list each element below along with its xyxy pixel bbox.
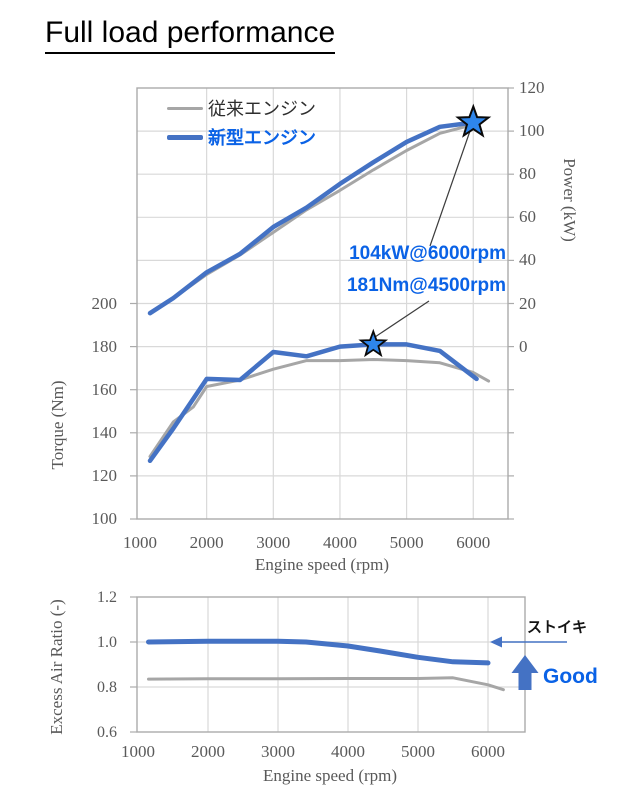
power-axis-title: Power (kW): [560, 158, 579, 242]
bottom-x-axis-title: Engine speed (rpm): [262, 766, 398, 785]
page-title: Full load performance: [45, 16, 336, 54]
legend-line-new-engine: [167, 134, 203, 140]
stoichiometric-label: ストイキ: [527, 619, 588, 636]
power-annotation: 104kW@6000rpm: [349, 243, 506, 264]
legend-item-old-engine: 従来エンジン: [167, 97, 316, 119]
good-label: Good: [543, 665, 598, 688]
torque-annotation: 181Nm@4500rpm: [346, 275, 506, 296]
legend-label-new-engine: 新型エンジン: [208, 128, 316, 148]
torque-axis-title: Torque (Nm): [48, 380, 67, 470]
excess-air-ratio-axis-title: Excess Air Ratio (-): [47, 599, 66, 735]
legend-label-old-engine: 従来エンジン: [208, 99, 316, 119]
top-x-axis-title: Engine speed (rpm): [254, 555, 390, 574]
legend-item-new-engine: 新型エンジン: [167, 126, 316, 148]
legend-line-old-engine: [167, 106, 203, 110]
